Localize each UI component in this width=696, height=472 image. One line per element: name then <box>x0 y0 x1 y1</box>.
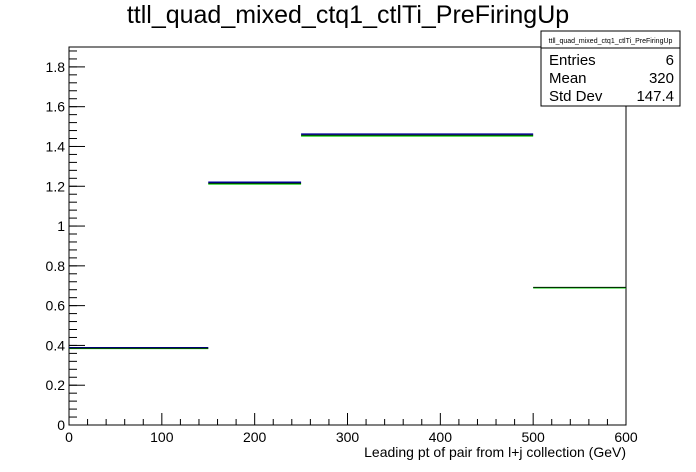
x-tick-label: 400 <box>429 429 453 445</box>
chart-title: ttll_quad_mixed_ctq1_ctlTi_PreFiringUp <box>127 1 569 29</box>
stats-box-frame <box>540 30 681 107</box>
y-tick-label: 0.8 <box>46 258 66 274</box>
stats-box: ttll_quad_mixed_ctq1_ctlTi_PreFiringUp E… <box>540 30 681 107</box>
y-axis: 0 0.2 0.4 0.6 0.8 1 1.2 1.4 1.6 1.8 <box>46 50 85 433</box>
x-tick-label: 500 <box>521 429 545 445</box>
x-tick-label: 0 <box>65 429 73 445</box>
y-tick-label: 1.4 <box>46 138 66 154</box>
y-tick-label: 0 <box>57 417 65 433</box>
y-tick-label: 1.6 <box>46 99 66 115</box>
y-tick-label: 0.4 <box>46 337 66 353</box>
y-tick-label: 1 <box>57 218 65 234</box>
x-axis: 0 100 200 300 400 500 600 <box>65 413 638 445</box>
x-tick-label: 600 <box>614 429 638 445</box>
stats-stddev-label: Std Dev <box>549 88 603 105</box>
x-tick-label: 300 <box>336 429 360 445</box>
x-tick-label: 200 <box>243 429 267 445</box>
y-tick-label: 0.2 <box>46 377 66 393</box>
series-layer <box>69 133 626 350</box>
y-tick-label: 0.6 <box>46 298 66 314</box>
x-tick-label: 100 <box>150 429 174 445</box>
stats-entries-value: 6 <box>666 52 674 69</box>
y-tick-label: 1.2 <box>46 178 66 194</box>
stats-entries-label: Entries <box>549 52 596 69</box>
stats-mean-label: Mean <box>549 70 587 87</box>
x-axis-label: Leading pt of pair from l+j collection (… <box>364 444 626 460</box>
y-tick-label: 1.8 <box>46 59 66 75</box>
stats-mean-value: 320 <box>649 70 674 87</box>
stats-box-title: ttll_quad_mixed_ctq1_ctlTi_PreFiringUp <box>549 38 673 45</box>
stats-stddev-value: 147.4 <box>636 88 674 105</box>
